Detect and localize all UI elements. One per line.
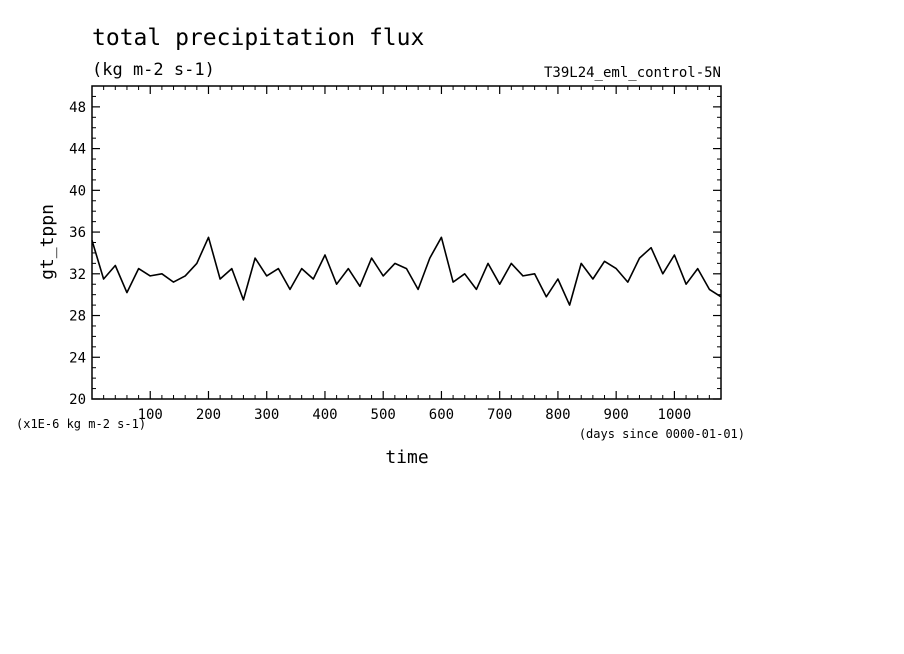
- x-units-label: (days since 0000-01-01): [579, 427, 745, 441]
- chart-title: total precipitation flux: [92, 25, 424, 51]
- run-label: T39L24_eml_control-5N: [544, 65, 721, 81]
- x-tick-label: 300: [254, 407, 279, 423]
- y-axis-title: gt_tppn: [37, 204, 58, 280]
- y-scale-label: (x1E-6 kg m-2 s-1): [16, 417, 146, 431]
- y-tick-label: 44: [69, 142, 86, 158]
- x-tick-label: 700: [487, 407, 512, 423]
- y-tick-label: 20: [69, 392, 86, 408]
- y-tick-label: 24: [69, 350, 86, 366]
- x-tick-label: 800: [545, 407, 570, 423]
- y-axis-ticks: 20 24 28 32 36 40 44 48: [69, 95, 721, 408]
- y-tick-label: 32: [69, 267, 86, 283]
- y-tick-label: 48: [69, 100, 86, 116]
- chart-subtitle: (kg m-2 s-1): [92, 60, 215, 80]
- y-tick-label: 36: [69, 225, 86, 241]
- x-tick-label: 500: [371, 407, 396, 423]
- x-tick-label: 100: [138, 407, 163, 423]
- x-axis-ticks: 100 200 300 400 500 600 700 800 900 1000: [103, 86, 710, 423]
- y-tick-label: 28: [69, 309, 86, 325]
- x-tick-label: 900: [604, 407, 629, 423]
- plot-frame: [91, 85, 722, 400]
- series-line: [91, 236, 722, 306]
- x-tick-label: 1000: [658, 407, 692, 423]
- y-tick-label: 40: [69, 183, 86, 199]
- x-tick-label: 400: [312, 407, 337, 423]
- x-tick-label: 200: [196, 407, 221, 423]
- x-axis-title: time: [385, 447, 428, 468]
- x-tick-label: 600: [429, 407, 454, 423]
